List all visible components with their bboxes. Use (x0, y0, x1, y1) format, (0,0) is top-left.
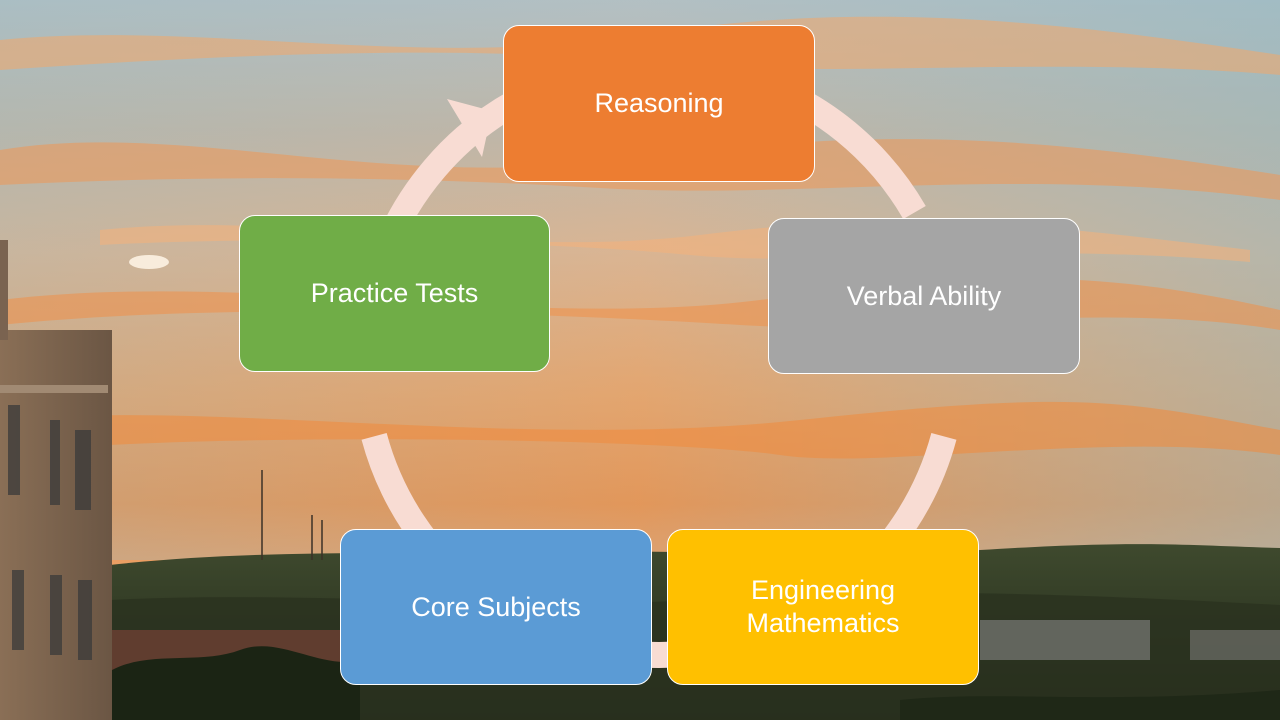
node-practice-tests: Practice Tests (239, 215, 550, 372)
cycle-arc-segment (791, 88, 926, 220)
node-reasoning: Reasoning (503, 25, 815, 182)
node-core-subjects: Core Subjects (340, 529, 652, 685)
cycle-arrowhead (447, 99, 492, 157)
node-verbal-ability: Verbal Ability (768, 218, 1080, 374)
node-engineering-mathematics: Engineering Mathematics (667, 529, 979, 685)
